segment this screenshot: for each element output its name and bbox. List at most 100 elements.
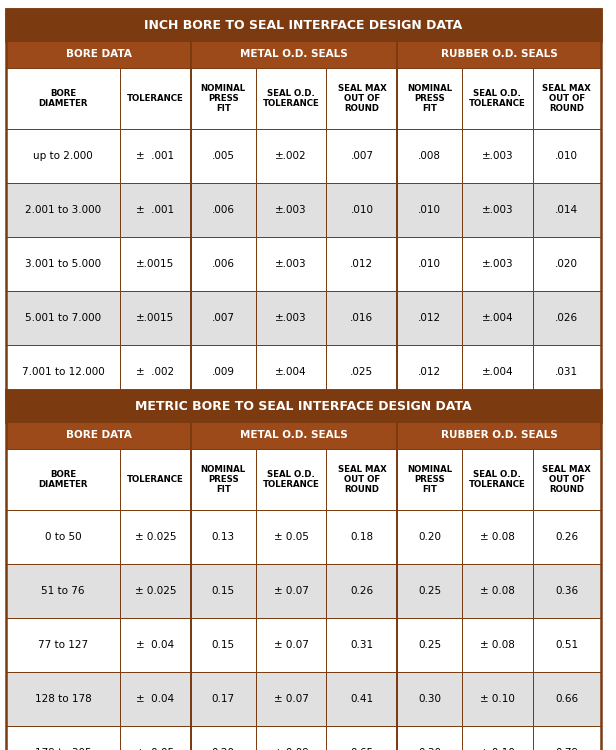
Bar	[256, 237, 326, 291]
Text: 3.001 to 5.000: 3.001 to 5.000	[25, 259, 101, 269]
Bar	[6, 183, 120, 237]
Text: BORE DATA: BORE DATA	[66, 430, 131, 440]
Text: SEAL O.D.
TOLERANCE: SEAL O.D. TOLERANCE	[469, 88, 526, 108]
Bar	[326, 726, 397, 750]
Bar	[533, 129, 601, 183]
Bar	[120, 345, 191, 399]
Text: NOMINAL
PRESS
FIT: NOMINAL PRESS FIT	[201, 465, 246, 494]
Text: ±.003: ±.003	[275, 313, 307, 323]
Bar	[191, 237, 256, 291]
Bar	[256, 183, 326, 237]
Bar	[120, 510, 191, 564]
Text: .010: .010	[351, 205, 373, 215]
Text: .025: .025	[351, 367, 373, 377]
Bar	[462, 564, 533, 618]
Text: .016: .016	[351, 313, 373, 323]
Text: 0.25: 0.25	[418, 586, 441, 596]
Text: ± 0.10: ± 0.10	[480, 694, 515, 704]
Text: METAL O.D. SEALS: METAL O.D. SEALS	[240, 430, 348, 440]
Bar	[462, 68, 533, 129]
Bar	[6, 41, 191, 68]
Bar	[6, 390, 601, 422]
Text: 0.79: 0.79	[555, 748, 578, 750]
Bar	[191, 129, 256, 183]
Text: INCH BORE TO SEAL INTERFACE DESIGN DATA: INCH BORE TO SEAL INTERFACE DESIGN DATA	[144, 19, 463, 32]
Bar	[191, 618, 256, 672]
Text: .007: .007	[212, 313, 235, 323]
Text: SEAL MAX
OUT OF
ROUND: SEAL MAX OUT OF ROUND	[542, 84, 591, 112]
Text: .010: .010	[418, 205, 441, 215]
Text: TOLERANCE: TOLERANCE	[127, 94, 184, 103]
Text: ± 0.08: ± 0.08	[480, 532, 515, 542]
Bar	[256, 291, 326, 345]
Text: RUBBER O.D. SEALS: RUBBER O.D. SEALS	[440, 50, 557, 59]
Text: 7.001 to 12.000: 7.001 to 12.000	[22, 367, 105, 377]
Text: NOMINAL
PRESS
FIT: NOMINAL PRESS FIT	[407, 84, 452, 112]
Bar	[397, 564, 462, 618]
Bar	[256, 726, 326, 750]
Bar	[397, 129, 462, 183]
Bar	[6, 448, 120, 510]
Bar	[6, 564, 120, 618]
Bar	[191, 183, 256, 237]
Bar	[120, 68, 191, 129]
Bar	[326, 345, 397, 399]
Text: ±.003: ±.003	[482, 259, 513, 269]
Text: METRIC BORE TO SEAL INTERFACE DESIGN DATA: METRIC BORE TO SEAL INTERFACE DESIGN DAT…	[135, 400, 472, 412]
Bar	[462, 510, 533, 564]
Bar	[397, 726, 462, 750]
Text: ± 0.05: ± 0.05	[274, 532, 309, 542]
Text: 128 to 178: 128 to 178	[34, 694, 92, 704]
Text: 0.66: 0.66	[555, 694, 578, 704]
Bar	[191, 422, 397, 448]
Bar	[6, 9, 601, 399]
Text: ±.004: ±.004	[275, 367, 307, 377]
Bar	[191, 672, 256, 726]
Text: 5.001 to 7.000: 5.001 to 7.000	[25, 313, 101, 323]
Bar	[397, 41, 601, 68]
Text: ±  .001: ± .001	[137, 151, 174, 161]
Text: 0.26: 0.26	[555, 532, 578, 542]
Text: .010: .010	[418, 259, 441, 269]
Bar	[256, 68, 326, 129]
Text: SEAL MAX
OUT OF
ROUND: SEAL MAX OUT OF ROUND	[338, 465, 386, 494]
Bar	[326, 237, 397, 291]
Text: ±  .002: ± .002	[137, 367, 174, 377]
Bar	[397, 448, 462, 510]
Bar	[326, 129, 397, 183]
Bar	[6, 129, 120, 183]
Bar	[462, 448, 533, 510]
Bar	[326, 510, 397, 564]
Text: NOMINAL
PRESS
FIT: NOMINAL PRESS FIT	[201, 84, 246, 112]
Bar	[326, 291, 397, 345]
Text: ±.0015: ±.0015	[136, 259, 175, 269]
Text: 0.51: 0.51	[555, 640, 578, 650]
Bar	[326, 183, 397, 237]
Text: TOLERANCE: TOLERANCE	[127, 475, 184, 484]
Text: ± 0.10: ± 0.10	[480, 748, 515, 750]
Bar	[256, 564, 326, 618]
Text: ± 0.08: ± 0.08	[480, 640, 515, 650]
Text: SEAL O.D.
TOLERANCE: SEAL O.D. TOLERANCE	[469, 470, 526, 489]
Bar	[533, 672, 601, 726]
Text: SEAL O.D.
TOLERANCE: SEAL O.D. TOLERANCE	[262, 88, 320, 108]
Text: 0.36: 0.36	[555, 586, 578, 596]
Text: 0.13: 0.13	[212, 532, 235, 542]
Bar	[120, 726, 191, 750]
Bar	[6, 390, 601, 750]
Text: 0.20: 0.20	[418, 532, 441, 542]
Bar	[462, 129, 533, 183]
Bar	[6, 510, 120, 564]
Bar	[6, 618, 120, 672]
Bar	[6, 68, 120, 129]
Bar	[326, 68, 397, 129]
Text: 0.41: 0.41	[351, 694, 373, 704]
Text: 77 to 127: 77 to 127	[38, 640, 88, 650]
Bar	[533, 564, 601, 618]
Bar	[6, 422, 191, 448]
Text: ± 0.09: ± 0.09	[274, 748, 309, 750]
Bar	[462, 237, 533, 291]
Text: .008: .008	[418, 151, 441, 161]
Text: 0.15: 0.15	[212, 586, 235, 596]
Text: 0.20: 0.20	[212, 748, 235, 750]
